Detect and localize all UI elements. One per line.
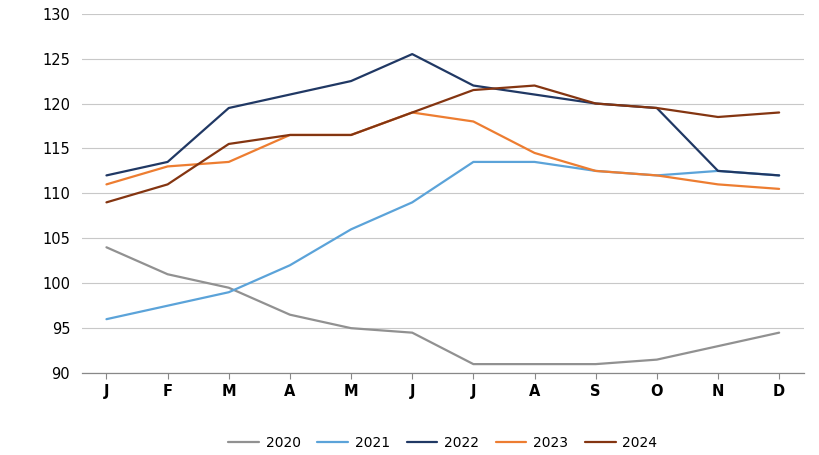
2023 <box>713 182 722 187</box>
2022 <box>224 105 233 111</box>
Line: 2020: 2020 <box>106 247 778 364</box>
2021 <box>224 289 233 295</box>
2020 <box>590 361 600 367</box>
2020 <box>285 312 295 318</box>
2021 <box>162 303 172 308</box>
2022 <box>468 83 477 88</box>
2021 <box>590 168 600 174</box>
2024 <box>162 182 172 187</box>
2023 <box>529 150 539 156</box>
2022 <box>407 51 417 57</box>
2023 <box>224 159 233 165</box>
2021 <box>651 172 661 178</box>
2021 <box>468 159 477 165</box>
2020 <box>162 272 172 277</box>
2024 <box>468 87 477 93</box>
Line: 2021: 2021 <box>106 162 778 319</box>
Line: 2024: 2024 <box>106 86 778 202</box>
2020 <box>224 285 233 290</box>
2021 <box>773 172 783 178</box>
2024 <box>102 200 111 205</box>
2023 <box>590 168 600 174</box>
2021 <box>346 227 355 232</box>
2021 <box>529 159 539 165</box>
2024 <box>529 83 539 88</box>
2021 <box>102 316 111 322</box>
2024 <box>407 110 417 115</box>
2022 <box>162 159 172 165</box>
2022 <box>773 172 783 178</box>
2022 <box>285 92 295 97</box>
2024 <box>713 114 722 120</box>
2023 <box>346 132 355 138</box>
2023 <box>162 164 172 169</box>
2024 <box>651 105 661 111</box>
2020 <box>529 361 539 367</box>
2020 <box>651 357 661 362</box>
2023 <box>285 132 295 138</box>
2022 <box>713 168 722 174</box>
2022 <box>529 92 539 97</box>
2022 <box>651 105 661 111</box>
2023 <box>468 119 477 124</box>
2021 <box>407 200 417 205</box>
2020 <box>346 325 355 331</box>
2020 <box>407 330 417 335</box>
2023 <box>651 172 661 178</box>
2024 <box>346 132 355 138</box>
2024 <box>773 110 783 115</box>
2020 <box>468 361 477 367</box>
2024 <box>224 141 233 147</box>
2022 <box>102 172 111 178</box>
Line: 2022: 2022 <box>106 54 778 175</box>
2023 <box>102 182 111 187</box>
Legend: 2020, 2021, 2022, 2023, 2024: 2020, 2021, 2022, 2023, 2024 <box>222 430 663 455</box>
2023 <box>773 186 783 192</box>
2022 <box>590 101 600 106</box>
2024 <box>285 132 295 138</box>
2021 <box>713 168 722 174</box>
2022 <box>346 78 355 84</box>
2020 <box>102 244 111 250</box>
2021 <box>285 263 295 268</box>
Line: 2023: 2023 <box>106 112 778 189</box>
2020 <box>773 330 783 335</box>
2023 <box>407 110 417 115</box>
2024 <box>590 101 600 106</box>
2020 <box>713 344 722 349</box>
